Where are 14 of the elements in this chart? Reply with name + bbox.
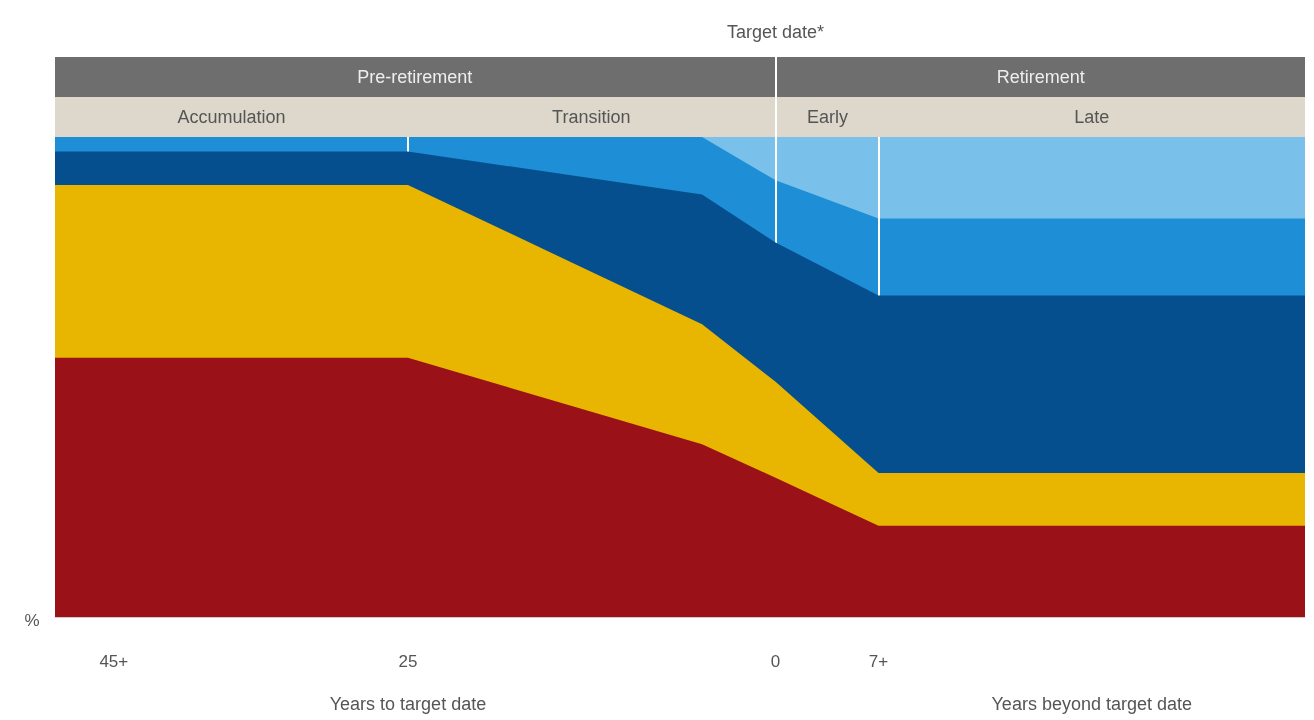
header-strip: Transition (407, 97, 775, 137)
header-strip: Pre-retirement (55, 57, 775, 97)
x-tick-label: 25 (398, 652, 418, 671)
header-strip: Late (878, 97, 1305, 137)
header-strip: Retirement (776, 57, 1305, 97)
ref-line-label: Target date* (727, 22, 825, 42)
x-tick-label: 0 (770, 652, 781, 671)
x-tick-label: 45+ (99, 652, 129, 671)
header-strip: Early (776, 97, 879, 137)
y-axis-title: % (24, 610, 40, 630)
text: Years beyond target date (991, 694, 1193, 714)
x-axis-title: Years to target date (329, 694, 487, 714)
x-tick-label: 7+ (868, 652, 889, 671)
header-strip: Accumulation (55, 97, 408, 137)
